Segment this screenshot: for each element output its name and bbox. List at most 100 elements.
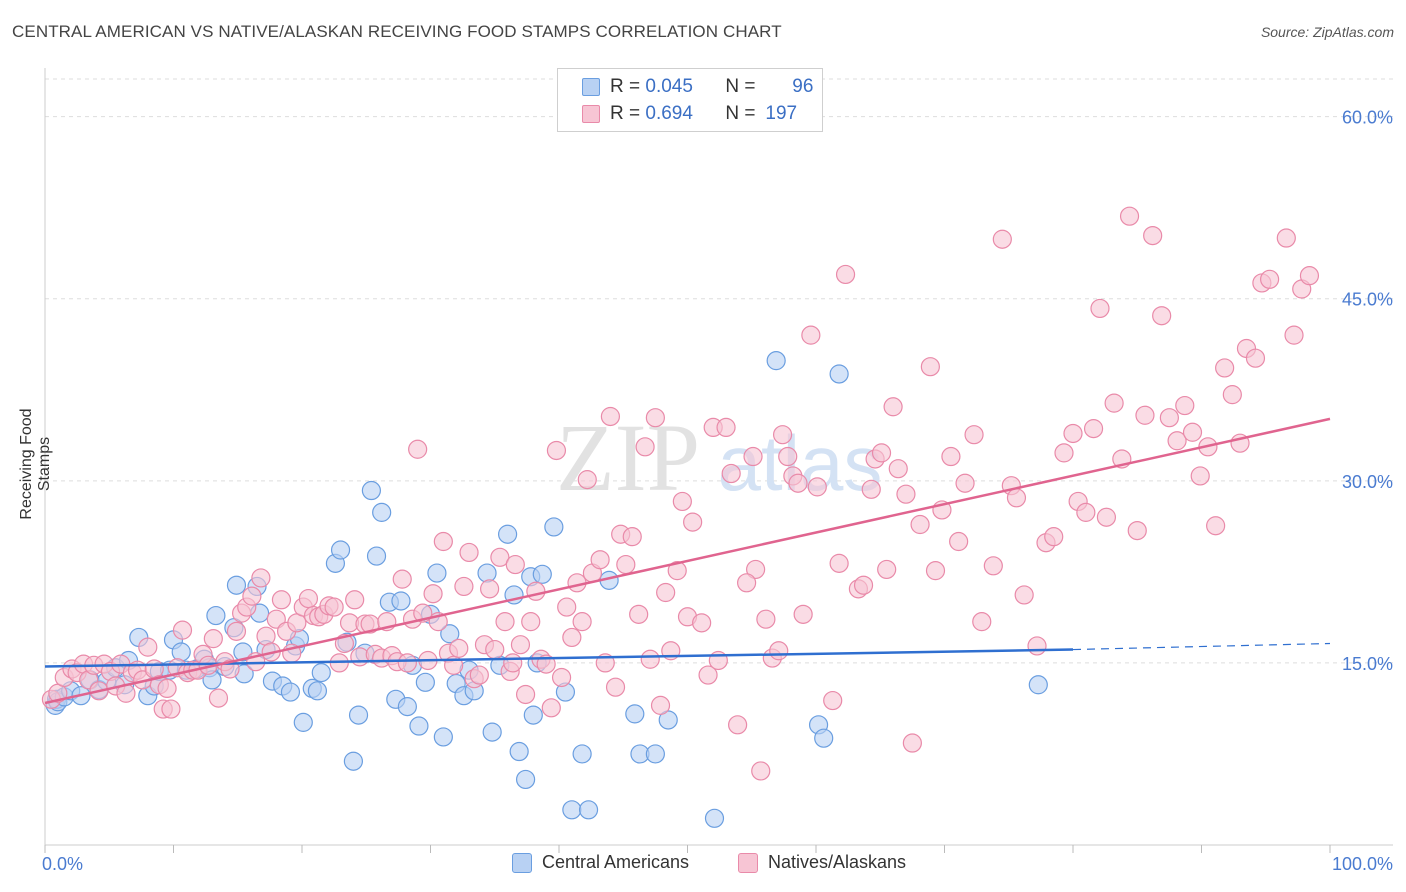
natives-alaskans-points — [41, 206, 1320, 781]
natives-alaskans-point — [1006, 488, 1027, 508]
natives-alaskans-point — [983, 556, 1003, 576]
legend-swatch-pink — [582, 105, 600, 123]
y-axis-label: Receiving Food Stamps — [18, 408, 53, 520]
natives-alaskans-point — [546, 440, 567, 461]
central-americans-point — [482, 722, 502, 742]
natives-alaskans-point — [1167, 431, 1187, 451]
natives-alaskans-point — [692, 613, 712, 633]
natives-alaskans-point — [541, 698, 561, 718]
natives-alaskans-point — [226, 621, 247, 641]
natives-alaskans-point — [871, 443, 892, 463]
central-americans-point — [311, 663, 331, 683]
legend-r-label: R = — [610, 103, 641, 124]
natives-alaskans-point — [807, 477, 827, 497]
natives-alaskans-point — [883, 397, 903, 417]
natives-alaskans-point — [992, 229, 1012, 249]
natives-alaskans-point — [433, 531, 453, 552]
y-tick-label: 30.0% — [1342, 472, 1393, 492]
chart-title: CENTRAL AMERICAN VS NATIVE/ALASKAN RECEI… — [12, 22, 782, 41]
natives-alaskans-point — [925, 561, 946, 581]
natives-alaskans-point — [526, 581, 546, 601]
y-tick-label: 45.0% — [1342, 290, 1393, 310]
natives-alaskans-point — [324, 597, 344, 617]
natives-alaskans-point — [751, 761, 771, 781]
natives-alaskans-point — [1063, 423, 1083, 444]
natives-alaskans-point — [941, 446, 961, 467]
natives-alaskans-point — [1152, 306, 1172, 326]
central-americans-point — [814, 728, 834, 748]
natives-alaskans-point — [829, 553, 849, 573]
natives-alaskans-point — [208, 688, 229, 708]
natives-alaskans-point — [557, 597, 577, 617]
natives-alaskans-point — [672, 491, 692, 512]
central-americans-point — [372, 502, 392, 522]
natives-alaskans-point — [271, 590, 292, 610]
natives-alaskans-point — [605, 677, 626, 697]
natives-alaskans-point — [1119, 206, 1140, 226]
natives-alaskans-point — [1190, 466, 1210, 486]
x-tick-label: 100.0% — [1332, 854, 1393, 874]
natives-alaskans-point — [172, 620, 193, 640]
natives-alaskans-point — [1245, 348, 1266, 368]
natives-alaskans-point — [408, 439, 428, 459]
natives-alaskans-point — [778, 446, 798, 467]
natives-alaskans-point — [495, 612, 515, 632]
bottom-legend-swatch-blue — [512, 852, 532, 873]
y-tick-label: 15.0% — [1342, 654, 1393, 674]
central-americans-point — [206, 605, 226, 626]
natives-alaskans-point — [1014, 585, 1034, 605]
central-americans-point — [307, 681, 328, 701]
natives-alaskans-point — [590, 550, 610, 570]
natives-alaskans-point — [242, 586, 262, 606]
natives-alaskans-point — [298, 588, 319, 609]
natives-alaskans-point — [650, 695, 671, 715]
natives-alaskans-point — [788, 473, 808, 493]
natives-alaskans-point — [469, 665, 489, 685]
natives-alaskans-point — [1159, 408, 1179, 428]
natives-alaskans-point — [157, 678, 177, 699]
central-americans-point — [348, 705, 369, 725]
natives-alaskans-point — [1090, 298, 1110, 319]
natives-alaskans-point — [635, 437, 655, 457]
legend-r-value: 0.045 — [645, 76, 693, 97]
central-americans-points — [45, 351, 1048, 828]
natives-alaskans-point — [835, 264, 856, 285]
natives-alaskans-point — [769, 641, 789, 661]
natives-alaskans-point — [505, 554, 525, 575]
tick-labels: 15.0% 30.0% 45.0% 60.0% 0.0% 100.0% — [42, 108, 1393, 874]
natives-alaskans-point — [1284, 325, 1304, 345]
central-americans-point — [523, 705, 543, 725]
natives-alaskans-point — [1127, 520, 1147, 541]
legend-n-label: N = — [725, 76, 756, 97]
legend-r-label: R = — [610, 76, 641, 97]
natives-alaskans-point — [972, 612, 992, 632]
natives-alaskans-point — [251, 568, 271, 588]
central-americans-point — [572, 744, 592, 764]
natives-alaskans-point — [896, 484, 916, 504]
natives-alaskans-point — [536, 654, 556, 674]
central-americans-regression-line — [44, 648, 1074, 668]
natives-alaskans-point — [698, 665, 718, 685]
central-americans-point — [427, 563, 447, 583]
central-americans-point — [330, 540, 351, 560]
natives-alaskans-point — [510, 635, 531, 655]
central-americans-point — [544, 517, 564, 537]
legend-row-natives-alaskans: R = 0.694 N = 197 — [582, 102, 801, 126]
natives-alaskans-point — [1215, 358, 1235, 378]
natives-alaskans-point — [622, 527, 642, 547]
central-americans-point — [1028, 675, 1048, 695]
watermark-atlas: atlas — [718, 419, 883, 507]
central-americans-point — [293, 712, 313, 732]
legend-swatch-blue — [582, 78, 600, 96]
natives-alaskans-point — [728, 715, 748, 735]
central-americans-point — [532, 564, 552, 584]
central-americans-point — [498, 524, 518, 544]
natives-alaskans-point — [920, 357, 940, 377]
central-americans-point — [343, 751, 363, 771]
central-americans-point — [233, 642, 253, 662]
natives-alaskans-point — [1276, 228, 1296, 248]
central-americans-point — [562, 800, 582, 820]
natives-alaskans-point — [1096, 507, 1117, 527]
bottom-legend-label: Central Americans — [542, 852, 690, 872]
